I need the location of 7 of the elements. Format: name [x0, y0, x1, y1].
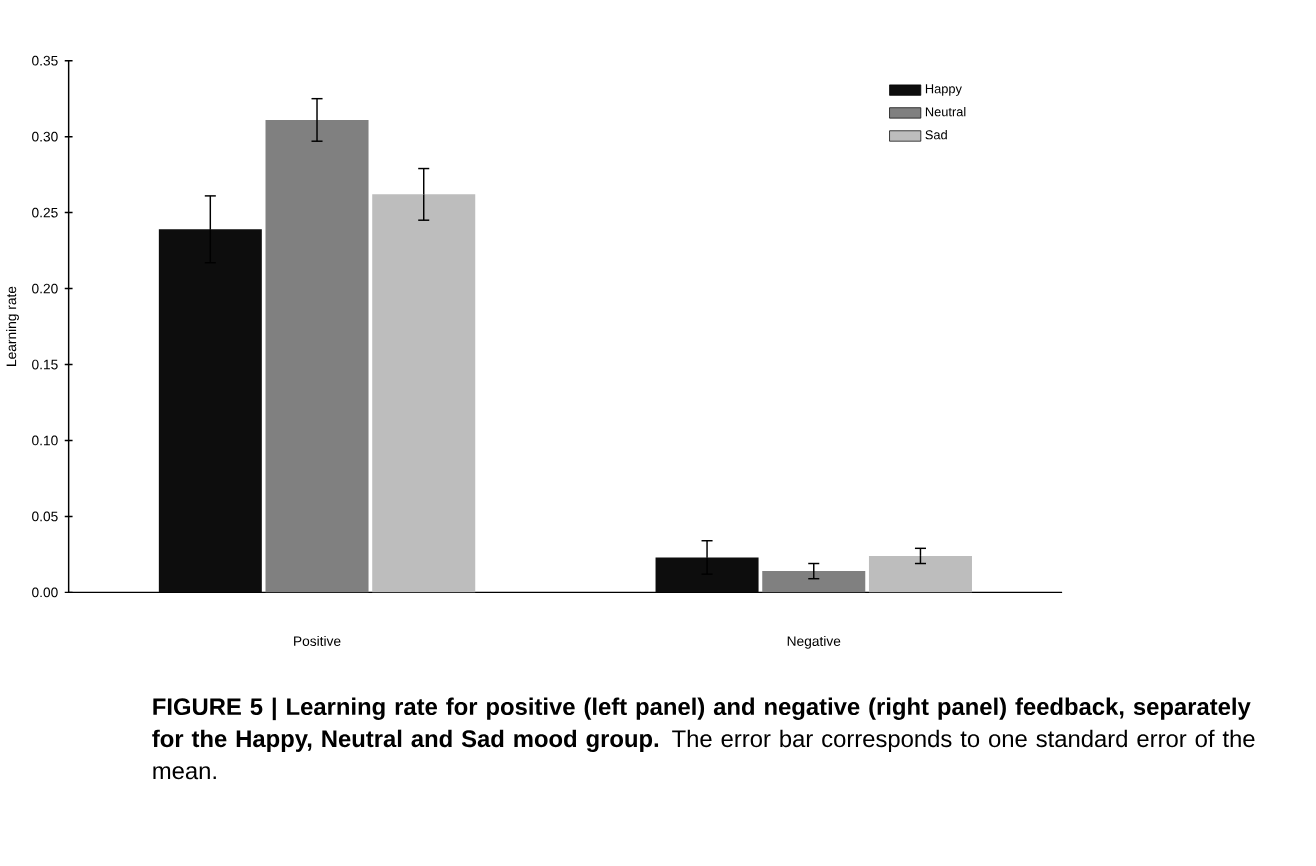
bar — [868, 555, 972, 593]
bar — [372, 194, 476, 593]
bar — [655, 557, 759, 593]
bar — [158, 229, 262, 593]
bar — [265, 119, 369, 593]
chart-title: FIGURE 5 | Learning rate for positive (left panel) and negative (right panel) feedback, separately for the Happy, Neutral and Sad mood group. The error bar corresponds to one standard error of the mean. — [152, 697, 1255, 779]
bar — [762, 570, 866, 593]
